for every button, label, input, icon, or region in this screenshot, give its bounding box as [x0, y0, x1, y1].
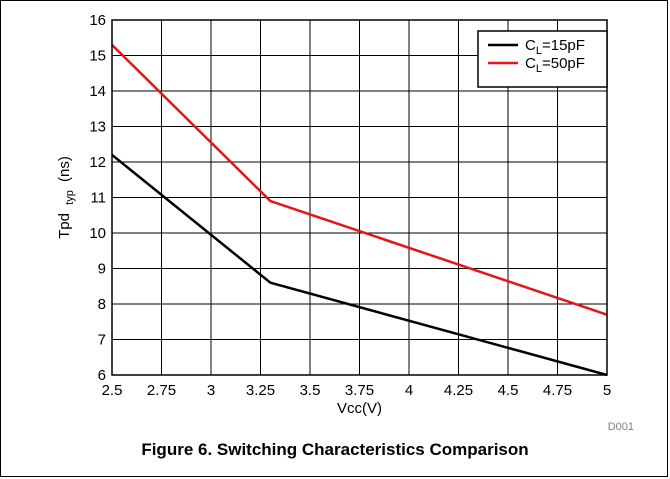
- legend-label-0: CL=15pF: [525, 37, 585, 57]
- y-tick-label: 14: [89, 83, 106, 100]
- x-tick-label: 4.5: [498, 382, 519, 399]
- legend-box: [477, 30, 608, 88]
- x-tick-label: 5: [603, 382, 611, 399]
- legend-label-1: CL=50pF: [525, 55, 585, 75]
- y-tick-label: 13: [89, 119, 106, 136]
- y-axis-title-subscript: typ: [64, 190, 76, 205]
- x-tick-label: 4.25: [444, 382, 473, 399]
- y-tick-label: 12: [89, 154, 106, 171]
- y-axis-title: Tpd typ (ns): [56, 156, 77, 239]
- x-axis-title: Vcc(V): [337, 400, 382, 417]
- y-tick-label: 15: [89, 48, 106, 65]
- x-tick-label: 3.25: [246, 382, 275, 399]
- x-tick-label: 3.5: [300, 382, 321, 399]
- figure-caption: Figure 6. Switching Characteristics Comp…: [141, 440, 529, 459]
- x-tick-label: 4.75: [543, 382, 572, 399]
- x-tick-label: 4: [405, 382, 413, 399]
- y-tick-label: 9: [98, 261, 106, 278]
- series-lines: [111, 43, 608, 377]
- y-tick-label: 7: [98, 332, 106, 349]
- y-axis-title-unit: (ns): [56, 156, 73, 182]
- plot-area-border: [111, 19, 608, 376]
- y-tick-label: 6: [98, 367, 106, 384]
- y-tick-label: 11: [90, 190, 106, 207]
- x-tick-label: 3.75: [345, 382, 374, 399]
- y-tick-label: 10: [89, 225, 106, 242]
- y-tick-label: 16: [89, 12, 106, 29]
- x-tick-label: 3: [207, 382, 215, 399]
- x-tick-label: 2.5: [102, 382, 123, 399]
- tick-labels: 2.5 2.75 3 3.25 3.5 3.75 4 4.25 4.5 4.75 5 6 7 8 9 10 11…: [89, 12, 611, 399]
- y-axis-title-main: Tpd: [56, 213, 73, 239]
- series-line-0: [111, 153, 608, 377]
- x-tick-label: 2.75: [147, 382, 176, 399]
- y-tick-label: 8: [98, 296, 106, 313]
- series-line-1: [111, 43, 608, 316]
- figure-code: D001: [608, 421, 634, 433]
